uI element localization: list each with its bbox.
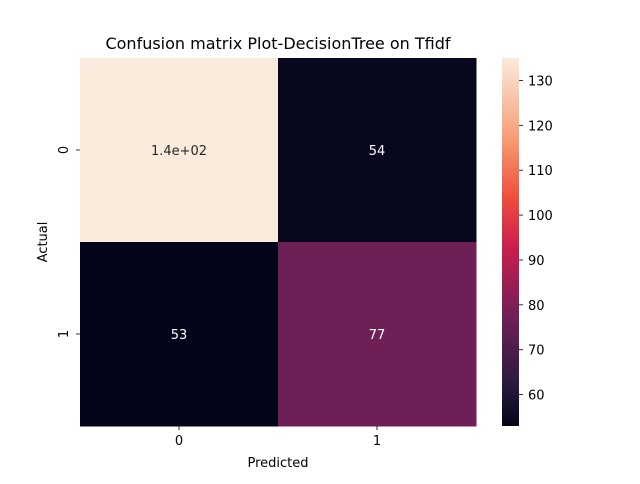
colorbar-tick-label: 120 [528,119,553,134]
colorbar-tick-label: 100 [528,209,553,224]
x-tick-label: 1 [373,434,381,449]
chart-title: Confusion matrix Plot-DecisionTree on Tf… [105,34,450,53]
colorbar-tick-label: 90 [528,254,545,269]
colorbar-tick-label: 80 [528,299,545,314]
colorbar [502,58,519,426]
colorbar-tick-label: 110 [528,164,553,179]
y-axis-label: Actual [36,222,51,263]
cell-annotation: 54 [369,144,386,159]
cell-annotation: 53 [171,328,188,343]
cell-annotation: 77 [369,328,386,343]
heatmap-cell [278,242,477,427]
cell-annotation: 1.4e+02 [151,144,207,159]
colorbar-tick-label: 60 [528,389,545,404]
heatmap-cell [80,242,279,427]
x-axis-label: Predicted [247,456,308,471]
heatmap-cell [278,58,477,243]
x-tick-label: 0 [175,434,183,449]
y-tick-label: 1 [57,330,72,338]
y-tick-label: 0 [57,146,72,154]
colorbar-tick-label: 130 [528,74,553,89]
colorbar-tick-label: 70 [528,344,545,359]
heatmap-cell [80,58,279,243]
